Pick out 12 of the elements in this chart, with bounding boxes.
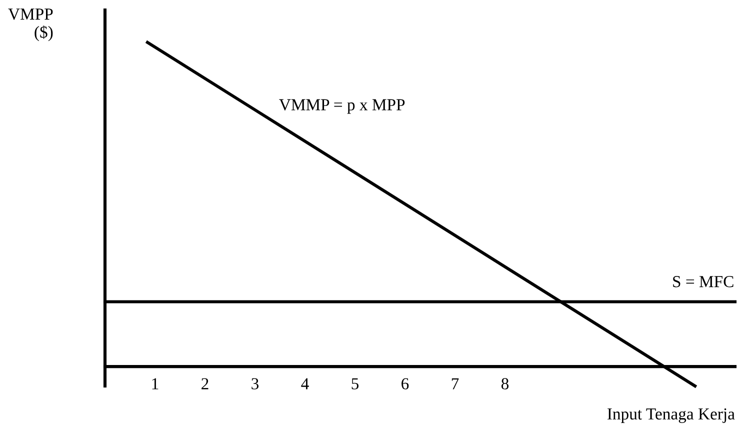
x-axis-title: Input Tenaga Kerja [607,408,735,423]
x-tick-label: 8 [501,378,509,390]
x-tick-label: 2 [202,378,208,390]
series-label: VMMP = p x MPP [279,99,405,114]
x-tick-label: 7 [452,378,459,390]
series-label: S = MFC [673,276,734,288]
x-tick-label: 5 [352,378,359,390]
x-tick-label: 6 [402,378,409,390]
x-tick-label: 1 [152,378,158,390]
y-axis-title: VMPP ($) [8,8,53,42]
x-tick-label: 4 [301,378,309,390]
x-tick-label: 3 [252,378,259,390]
